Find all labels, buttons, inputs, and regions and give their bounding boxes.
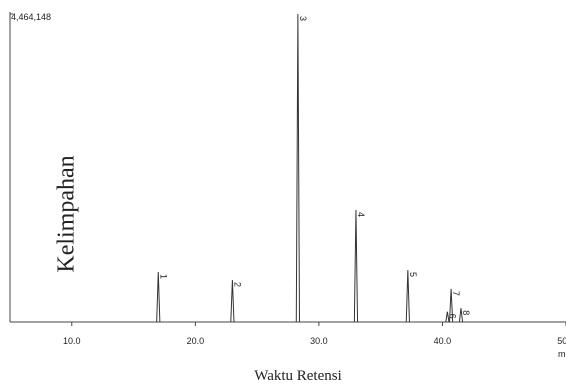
peak-label: 8	[461, 310, 471, 315]
peak	[448, 288, 454, 323]
peak	[353, 210, 359, 323]
peak-label: 1	[158, 274, 168, 279]
peak	[156, 271, 161, 323]
peak-label: 7	[451, 291, 461, 296]
peak	[405, 269, 410, 323]
peak	[445, 311, 450, 323]
x-tick-label: 30.0	[310, 336, 328, 346]
peak	[230, 279, 235, 323]
peak-label: 3	[298, 16, 308, 21]
peak	[295, 13, 300, 323]
x-tick-label: 20.0	[187, 336, 205, 346]
x-tick-label: 10.0	[63, 336, 81, 346]
peak-label: 4	[356, 212, 366, 217]
x-axis-label: Waktu Retensi	[254, 368, 342, 384]
x-tick-label: 50.0	[557, 336, 566, 346]
peak-label: 5	[408, 272, 418, 277]
y-tick-label: 4,464,148	[11, 12, 51, 22]
x-tick-label: 40.0	[434, 336, 452, 346]
peak-label: 2	[232, 282, 242, 287]
peak	[458, 308, 464, 323]
y-axis-label: Kelimpahan	[54, 155, 80, 272]
x-unit: min	[558, 349, 566, 359]
